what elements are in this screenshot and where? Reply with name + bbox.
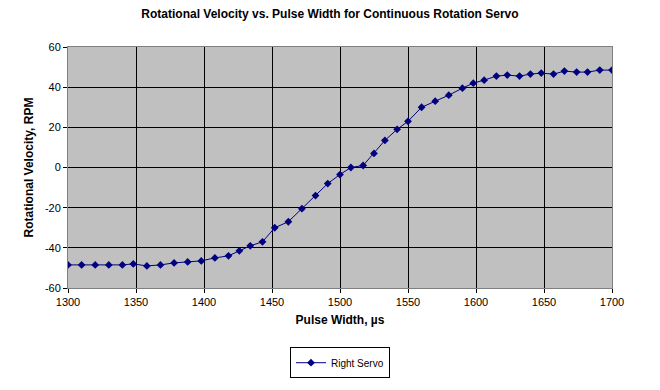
svg-text:Pulse Width, µs: Pulse Width, µs <box>296 313 385 327</box>
svg-text:60: 60 <box>49 41 61 53</box>
svg-text:1600: 1600 <box>464 296 488 308</box>
svg-text:1450: 1450 <box>260 296 284 308</box>
svg-text:1700: 1700 <box>600 296 624 308</box>
svg-text:1550: 1550 <box>396 296 420 308</box>
svg-text:-60: -60 <box>45 282 61 294</box>
svg-text:Right Servo: Right Servo <box>331 358 384 369</box>
svg-text:1400: 1400 <box>192 296 216 308</box>
svg-text:20: 20 <box>49 121 61 133</box>
svg-text:-40: -40 <box>45 242 61 254</box>
svg-text:1500: 1500 <box>328 296 352 308</box>
svg-text:Rotational Velocity, RPM: Rotational Velocity, RPM <box>22 98 36 238</box>
svg-text:40: 40 <box>49 81 61 93</box>
svg-text:1650: 1650 <box>532 296 556 308</box>
svg-text:1300: 1300 <box>56 296 80 308</box>
svg-text:1350: 1350 <box>124 296 148 308</box>
svg-text:0: 0 <box>55 161 61 173</box>
svg-text:-20: -20 <box>45 202 61 214</box>
svg-text:Rotational Velocity vs. Pulse: Rotational Velocity vs. Pulse Width for … <box>141 7 518 21</box>
